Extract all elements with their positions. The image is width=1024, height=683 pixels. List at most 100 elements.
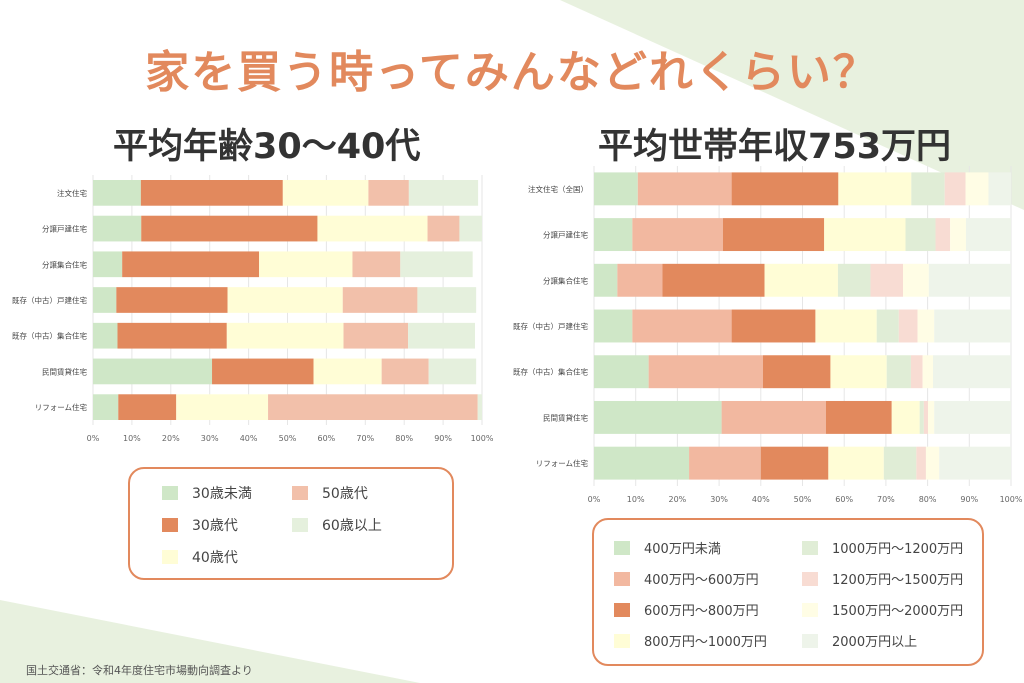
income-bar-segment bbox=[632, 309, 732, 343]
age-x-tick-label: 20% bbox=[162, 434, 180, 443]
income-stacked-bar-chart: 0% 10% 20% 30% 40% 50% 60% 70% 80% 90% 100% 注文住宅（全国… bbox=[513, 166, 1023, 504]
income-bar-segment bbox=[902, 263, 929, 297]
age-bar-segment bbox=[176, 394, 269, 420]
income-legend-item: 600万円〜800万円 bbox=[614, 600, 759, 619]
income-bar-segment bbox=[891, 400, 920, 434]
income-legend: 400万円未満 400万円〜600万円 600万円〜800万円 800万円〜1000万… bbox=[592, 518, 984, 666]
left-subtitle: 平均年齢30〜40代 bbox=[113, 127, 421, 167]
income-bar-segment bbox=[594, 355, 649, 389]
income-legend-swatch bbox=[802, 540, 818, 555]
age-legend-swatch bbox=[292, 486, 308, 500]
income-legend-label: 1000万円〜1200万円 bbox=[832, 542, 964, 557]
income-bar-segment bbox=[917, 309, 935, 343]
income-bar-segment bbox=[934, 400, 1011, 434]
age-x-tick-label: 0% bbox=[87, 434, 100, 443]
income-bar-segment bbox=[594, 172, 638, 206]
age-legend-label: 30歳代 bbox=[192, 518, 238, 534]
income-bar-segment bbox=[898, 309, 918, 343]
age-legend-item: 30歳未満 bbox=[162, 483, 252, 503]
income-legend-item: 800万円〜1000万円 bbox=[614, 631, 767, 650]
income-bar-segment bbox=[838, 172, 912, 206]
income-bar-segment bbox=[905, 218, 936, 252]
income-x-tick-label: 0% bbox=[588, 495, 601, 504]
age-x-tick-label: 10% bbox=[123, 434, 141, 443]
income-bar-segment bbox=[935, 218, 951, 252]
income-bar-segment bbox=[944, 172, 966, 206]
age-x-tick-label: 70% bbox=[356, 434, 374, 443]
age-bar-segment bbox=[116, 287, 228, 313]
age-legend: 30歳未満 30歳代 40歳代 50歳代 60歳以上 bbox=[128, 467, 454, 580]
age-legend-item: 60歳以上 bbox=[292, 515, 382, 535]
income-bar-segment bbox=[837, 263, 871, 297]
age-x-tick-label: 100% bbox=[471, 434, 494, 443]
background-green-band-top bbox=[560, 0, 1024, 210]
income-bar-segment bbox=[933, 355, 1011, 389]
age-bar-segment bbox=[93, 358, 213, 385]
income-bar-segment bbox=[689, 446, 761, 480]
age-legend-swatch bbox=[162, 518, 178, 532]
main-title: 家を買う時ってみんなどれくらい？ bbox=[145, 47, 879, 98]
income-bar-segment bbox=[916, 446, 926, 480]
income-category-label: 注文住宅（全国） bbox=[528, 184, 588, 194]
income-x-tick-label: 10% bbox=[627, 495, 645, 504]
age-category-label: 既存（中古）戸建住宅 bbox=[12, 295, 87, 305]
income-bar-segment bbox=[762, 355, 831, 389]
income-category-label: 民間賃貸住宅 bbox=[543, 412, 588, 422]
age-bar-segment bbox=[141, 215, 318, 242]
income-legend-swatch bbox=[614, 633, 630, 648]
income-category-label: 分譲戸建住宅 bbox=[543, 230, 588, 240]
income-legend-label: 400万円未満 bbox=[644, 542, 721, 557]
income-legend-item: 2000万円以上 bbox=[802, 631, 917, 650]
income-bar-segment bbox=[731, 309, 816, 343]
age-bar-segment bbox=[282, 180, 369, 206]
income-category-label: 分譲集合住宅 bbox=[543, 275, 588, 285]
income-bar-segment bbox=[928, 400, 935, 434]
income-category-label: 既存（中古）集合住宅 bbox=[513, 367, 588, 377]
age-category-label: 民間賃貸住宅 bbox=[42, 366, 87, 376]
income-bar-segment bbox=[594, 400, 722, 434]
background-green-band-bottom bbox=[0, 600, 420, 683]
income-bar-segment bbox=[965, 218, 1011, 252]
age-bar-segment bbox=[417, 287, 477, 313]
income-bar-segment bbox=[648, 355, 763, 389]
age-legend-swatch bbox=[162, 550, 178, 564]
income-bar-segment bbox=[617, 263, 663, 297]
income-bar-segment bbox=[594, 218, 633, 252]
income-legend-swatch bbox=[802, 633, 818, 648]
income-legend-swatch bbox=[614, 540, 630, 555]
age-bar-segment bbox=[317, 215, 428, 242]
age-legend-label: 60歳以上 bbox=[322, 518, 382, 534]
income-x-tick-label: 100% bbox=[1000, 495, 1023, 504]
income-bar-segment bbox=[632, 218, 723, 252]
age-bar-segment bbox=[427, 215, 460, 242]
income-bar-segment bbox=[662, 263, 765, 297]
income-bar-segment bbox=[721, 400, 826, 434]
income-bar-segment bbox=[815, 309, 877, 343]
age-bar-segment bbox=[93, 287, 117, 313]
age-bar-segment bbox=[368, 180, 409, 206]
income-bar-segment bbox=[764, 263, 838, 297]
income-legend-label: 1200万円〜1500万円 bbox=[832, 573, 964, 588]
income-category-label: 既存（中古）戸建住宅 bbox=[513, 321, 588, 331]
income-bar-segment bbox=[965, 172, 989, 206]
age-category-label: 注文住宅 bbox=[57, 188, 87, 198]
age-x-tick-label: 30% bbox=[201, 434, 219, 443]
income-bar-segment bbox=[830, 355, 887, 389]
income-bar-segment bbox=[637, 172, 732, 206]
income-bar-segment bbox=[594, 446, 690, 480]
income-legend-swatch bbox=[614, 602, 630, 617]
age-legend-label: 40歳代 bbox=[192, 550, 238, 566]
income-legend-item: 1200万円〜1500万円 bbox=[802, 569, 963, 588]
age-bar-segment bbox=[93, 180, 141, 206]
income-legend-item: 400万円未満 bbox=[614, 538, 721, 557]
income-bar-segment bbox=[760, 446, 829, 480]
age-bar-segment bbox=[342, 287, 418, 313]
income-legend-label: 2000万円以上 bbox=[832, 635, 918, 650]
income-legend-label: 1500万円〜2000万円 bbox=[832, 604, 964, 619]
income-x-tick-label: 80% bbox=[919, 495, 937, 504]
age-category-label: 分譲集合住宅 bbox=[42, 259, 87, 269]
income-bar-segment bbox=[934, 309, 1011, 343]
age-bar-segment bbox=[343, 322, 409, 349]
income-legend-swatch bbox=[802, 571, 818, 586]
